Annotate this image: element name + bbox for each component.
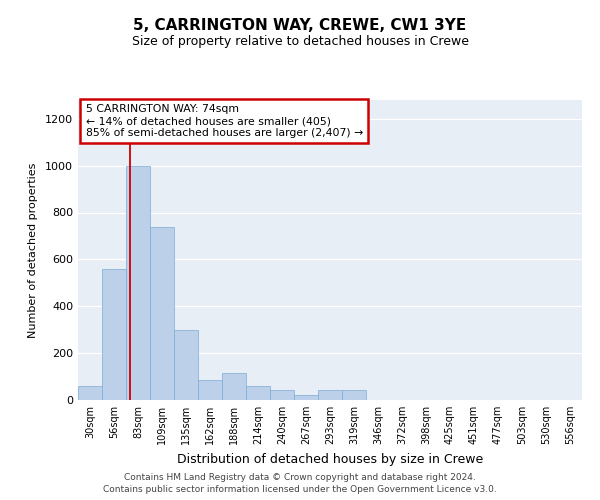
Text: 5, CARRINGTON WAY, CREWE, CW1 3YE: 5, CARRINGTON WAY, CREWE, CW1 3YE xyxy=(133,18,467,32)
Text: Contains HM Land Registry data © Crown copyright and database right 2024.
Contai: Contains HM Land Registry data © Crown c… xyxy=(103,472,497,494)
Bar xyxy=(126,166,150,400)
Bar xyxy=(318,390,342,400)
Text: 5 CARRINGTON WAY: 74sqm
← 14% of detached houses are smaller (405)
85% of semi-d: 5 CARRINGTON WAY: 74sqm ← 14% of detache… xyxy=(86,104,363,138)
Bar xyxy=(102,269,126,400)
Bar xyxy=(222,373,246,400)
Y-axis label: Number of detached properties: Number of detached properties xyxy=(28,162,38,338)
Bar xyxy=(342,390,366,400)
Bar xyxy=(150,226,174,400)
Bar xyxy=(246,386,270,400)
Bar xyxy=(270,390,294,400)
Bar xyxy=(174,330,198,400)
Bar xyxy=(294,396,318,400)
Bar xyxy=(78,386,102,400)
Bar xyxy=(198,380,222,400)
X-axis label: Distribution of detached houses by size in Crewe: Distribution of detached houses by size … xyxy=(177,452,483,466)
Text: Size of property relative to detached houses in Crewe: Size of property relative to detached ho… xyxy=(131,35,469,48)
